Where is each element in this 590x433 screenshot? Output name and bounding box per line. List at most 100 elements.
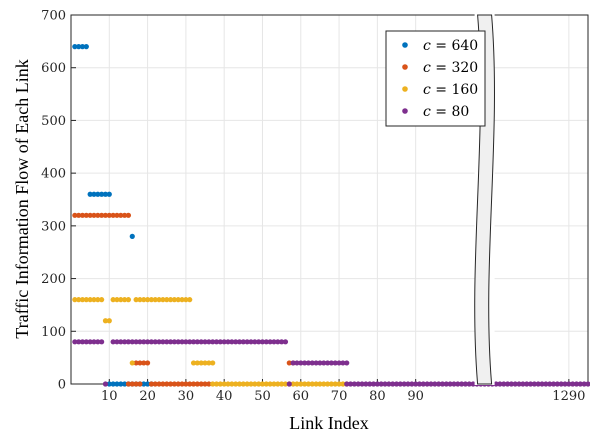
y-tick-label: 100 xyxy=(41,325,66,340)
x-tick-label: 20 xyxy=(139,389,156,404)
data-point xyxy=(386,381,392,387)
data-point xyxy=(570,381,576,387)
legend-variable: c xyxy=(423,82,431,98)
data-point xyxy=(194,360,200,366)
y-tick-label: 200 xyxy=(41,272,66,287)
data-point xyxy=(501,381,507,387)
data-point xyxy=(156,297,162,303)
data-point xyxy=(309,360,315,366)
data-point xyxy=(286,381,292,387)
data-point xyxy=(198,381,204,387)
data-point xyxy=(336,360,342,366)
data-point xyxy=(106,318,112,324)
data-point xyxy=(179,297,185,303)
data-point xyxy=(91,191,97,197)
data-point xyxy=(144,297,151,303)
data-point xyxy=(144,381,151,387)
data-point xyxy=(531,381,537,387)
data-point xyxy=(102,191,109,197)
y-tick-label: 300 xyxy=(41,219,66,234)
data-point xyxy=(152,339,158,345)
data-point xyxy=(302,360,308,366)
data-point xyxy=(83,297,89,303)
data-point xyxy=(102,212,109,218)
x-tick-label: 90 xyxy=(407,389,424,404)
data-point xyxy=(351,381,357,387)
data-point xyxy=(248,339,254,345)
data-point xyxy=(263,339,269,345)
data-point xyxy=(187,381,193,387)
data-point xyxy=(102,318,109,324)
data-point xyxy=(213,339,220,345)
data-point xyxy=(558,381,564,387)
data-point xyxy=(76,297,82,303)
data-point xyxy=(240,339,246,345)
data-point xyxy=(213,381,220,387)
data-point xyxy=(72,339,78,345)
legend-item: c = 80 xyxy=(402,104,469,120)
data-point xyxy=(543,381,549,387)
data-point xyxy=(114,339,120,345)
data-point xyxy=(99,339,105,345)
data-point xyxy=(229,339,235,345)
data-point xyxy=(160,297,166,303)
data-point xyxy=(244,381,250,387)
data-point xyxy=(133,381,139,387)
data-point xyxy=(190,339,197,345)
data-point xyxy=(451,381,457,387)
x-tick-label: 10 xyxy=(101,389,118,404)
data-point xyxy=(152,297,158,303)
data-point xyxy=(160,381,166,387)
data-point xyxy=(267,381,273,387)
data-point xyxy=(282,339,289,345)
data-point xyxy=(175,297,181,303)
data-point xyxy=(443,381,449,387)
data-point xyxy=(99,297,105,303)
data-point xyxy=(125,381,132,387)
data-point xyxy=(95,191,101,197)
data-point xyxy=(290,360,296,366)
data-point xyxy=(83,339,89,345)
data-point xyxy=(129,339,135,345)
legend-marker xyxy=(402,42,408,48)
series-1 xyxy=(72,212,296,387)
data-point xyxy=(550,381,557,387)
data-point xyxy=(309,381,315,387)
data-point xyxy=(344,381,350,387)
legend-label: c = 640 xyxy=(423,38,478,54)
data-point xyxy=(206,381,212,387)
data-point xyxy=(87,191,93,197)
data-point xyxy=(405,381,411,387)
data-point xyxy=(102,381,109,387)
data-point xyxy=(95,212,101,218)
data-point xyxy=(455,381,461,387)
data-point xyxy=(347,381,354,387)
data-point xyxy=(118,339,124,345)
data-point xyxy=(125,339,132,345)
data-point xyxy=(432,381,438,387)
data-point xyxy=(148,339,155,345)
data-point xyxy=(72,297,78,303)
x-tick-label: 50 xyxy=(254,389,271,404)
data-point xyxy=(424,381,430,387)
x-tick-label: 1290 xyxy=(552,389,585,404)
data-point xyxy=(83,44,89,50)
legend-item: c = 160 xyxy=(402,82,478,98)
data-point xyxy=(118,297,124,303)
data-point xyxy=(122,381,128,387)
data-point xyxy=(114,381,120,387)
data-point xyxy=(535,381,541,387)
data-point xyxy=(164,297,170,303)
data-point xyxy=(118,381,124,387)
data-point xyxy=(259,381,266,387)
data-point xyxy=(114,297,120,303)
data-point xyxy=(378,381,384,387)
legend-label: c = 80 xyxy=(423,104,469,120)
data-point xyxy=(566,381,572,387)
series-3 xyxy=(72,339,590,387)
data-point xyxy=(256,381,262,387)
data-point xyxy=(129,233,135,239)
data-point xyxy=(72,212,78,218)
data-point xyxy=(137,360,143,366)
data-point xyxy=(340,360,346,366)
